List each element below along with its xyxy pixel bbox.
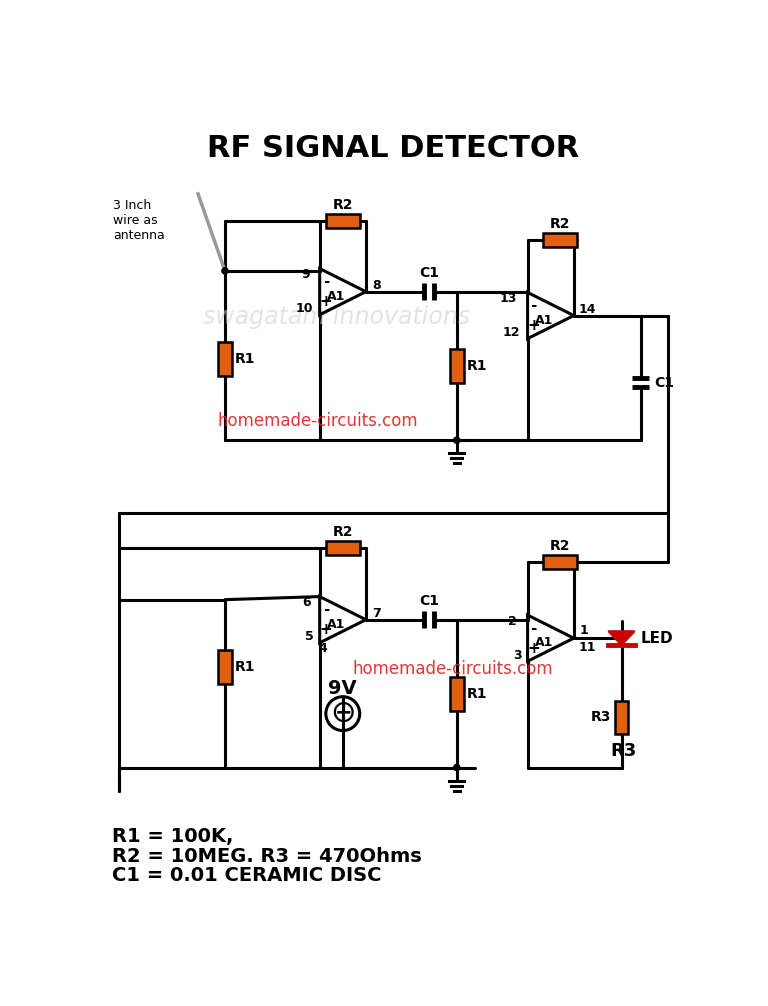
- Text: +: +: [319, 622, 333, 637]
- Text: C1: C1: [419, 595, 439, 609]
- Text: -: -: [323, 603, 329, 617]
- Bar: [543, 233, 577, 247]
- Text: 7: 7: [372, 607, 381, 620]
- Text: A1: A1: [327, 618, 346, 631]
- Text: 5: 5: [305, 630, 313, 643]
- Text: RF SIGNAL DETECTOR: RF SIGNAL DETECTOR: [207, 134, 580, 163]
- Text: +: +: [528, 641, 540, 656]
- Text: -: -: [323, 275, 329, 289]
- Bar: [450, 677, 464, 711]
- Bar: [326, 541, 359, 555]
- Text: R3: R3: [610, 742, 636, 761]
- Text: -: -: [531, 621, 537, 636]
- Circle shape: [222, 268, 228, 274]
- Text: R3: R3: [591, 710, 611, 724]
- Text: R1: R1: [235, 352, 256, 366]
- Text: 6: 6: [302, 597, 310, 610]
- Text: R2: R2: [333, 525, 353, 539]
- Text: 12: 12: [502, 326, 520, 339]
- Text: 11: 11: [578, 641, 596, 654]
- Text: LED: LED: [641, 631, 674, 646]
- Text: C1: C1: [419, 267, 439, 280]
- Text: R2 = 10MEG. R3 = 470Ohms: R2 = 10MEG. R3 = 470Ohms: [112, 847, 422, 865]
- Text: R1: R1: [235, 660, 256, 674]
- Text: R1 = 100K,: R1 = 100K,: [112, 827, 233, 846]
- Bar: [218, 651, 232, 684]
- Text: homemade-circuits.com: homemade-circuits.com: [217, 412, 418, 430]
- Text: 9V: 9V: [329, 679, 357, 698]
- Text: -: -: [531, 298, 537, 313]
- Circle shape: [454, 765, 460, 771]
- Text: homemade-circuits.com: homemade-circuits.com: [352, 660, 553, 678]
- Bar: [326, 214, 359, 227]
- Text: swagatam innovations: swagatam innovations: [203, 305, 470, 329]
- Text: 8: 8: [372, 279, 381, 292]
- Text: 4: 4: [319, 643, 327, 656]
- Text: A1: A1: [327, 290, 346, 303]
- Text: 14: 14: [578, 303, 596, 316]
- Text: C1: C1: [654, 375, 674, 389]
- Text: R2: R2: [550, 217, 570, 230]
- Text: 2: 2: [508, 615, 517, 628]
- Text: 3 Inch
wire as
antenna: 3 Inch wire as antenna: [114, 199, 165, 242]
- Bar: [543, 555, 577, 568]
- Bar: [218, 342, 232, 376]
- Bar: [450, 349, 464, 382]
- Text: C1 = 0.01 CERAMIC DISC: C1 = 0.01 CERAMIC DISC: [112, 866, 381, 885]
- Text: 1: 1: [580, 624, 589, 637]
- Text: 3: 3: [513, 649, 521, 662]
- Text: A1: A1: [535, 314, 554, 327]
- Polygon shape: [608, 631, 634, 645]
- Circle shape: [454, 438, 460, 444]
- Text: R1: R1: [467, 687, 487, 701]
- Bar: [614, 700, 628, 734]
- Text: R1: R1: [467, 358, 487, 372]
- Text: 13: 13: [499, 292, 517, 305]
- Text: R2: R2: [550, 538, 570, 552]
- Text: ⊕: ⊕: [330, 699, 356, 728]
- Text: +: +: [528, 318, 540, 333]
- Text: A1: A1: [535, 636, 554, 649]
- Text: 9: 9: [302, 269, 310, 282]
- Text: +: +: [319, 294, 333, 309]
- Text: R2: R2: [333, 197, 353, 211]
- Text: 10: 10: [296, 302, 313, 315]
